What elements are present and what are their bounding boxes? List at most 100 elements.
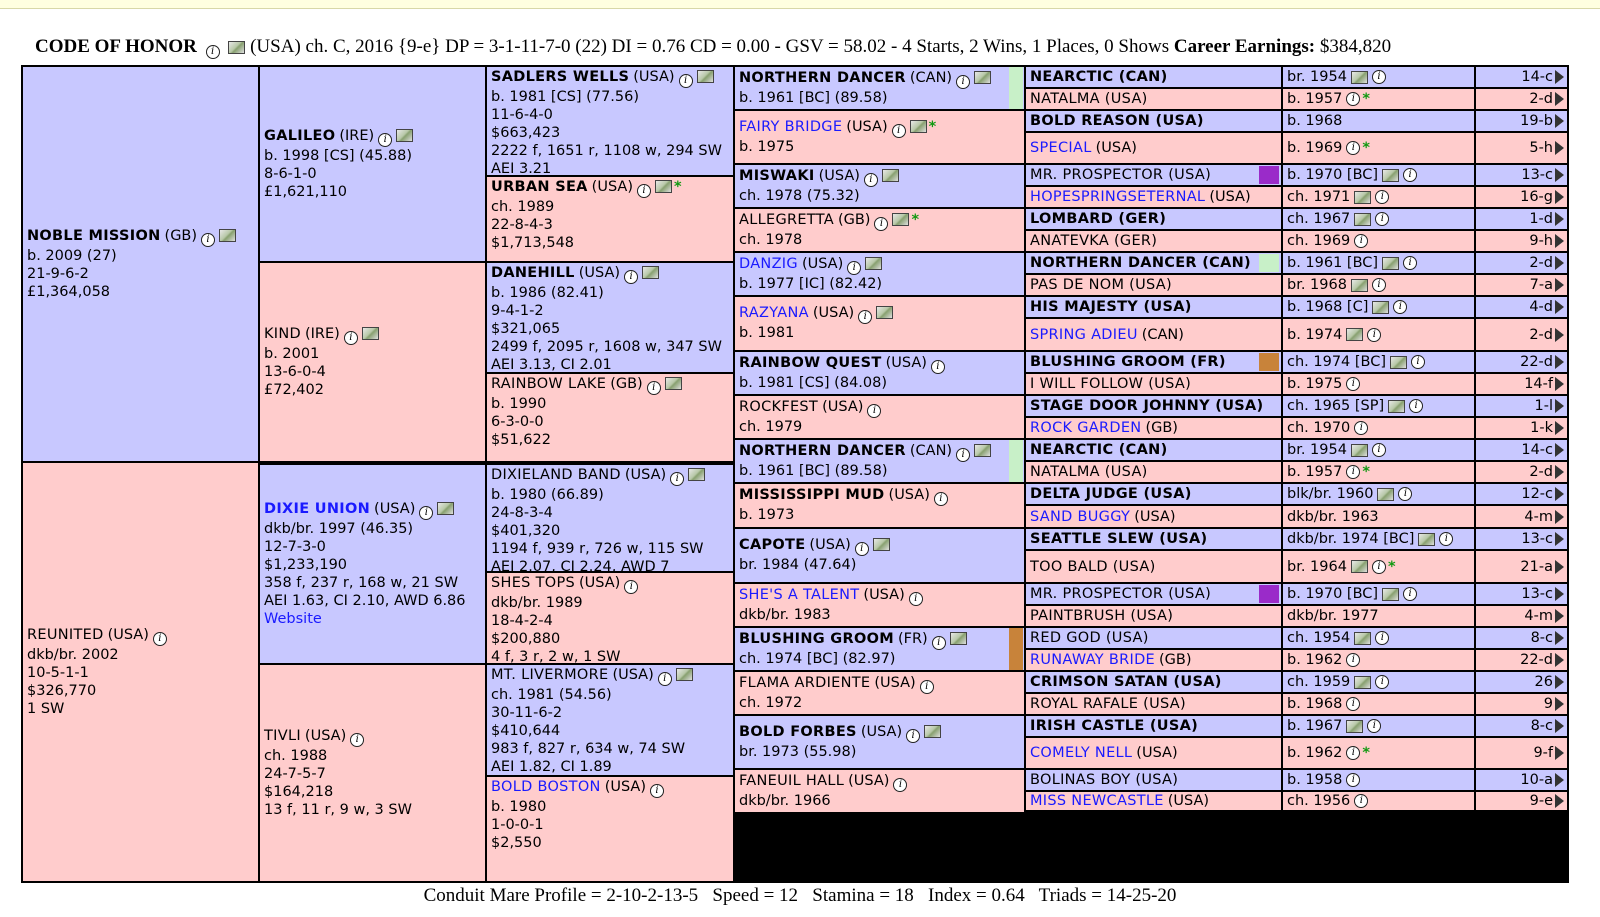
gen5-code-cell[interactable]: 8-c [1476, 628, 1567, 648]
horse-name-link[interactable]: TIVLI [264, 728, 301, 744]
ancestor-name-link[interactable]: ROYAL RAFALE (USA) [1030, 696, 1186, 712]
photo-icon[interactable] [1390, 355, 1408, 369]
photo-icon[interactable] [675, 668, 693, 681]
photo-icon[interactable] [1346, 328, 1364, 341]
horse-name-link[interactable]: FANEUIL HALL [739, 772, 845, 789]
info-icon[interactable]: i [1403, 587, 1418, 601]
horse-name-link[interactable]: REUNITED [27, 627, 104, 643]
ancestor-name-link[interactable]: HOPESPRINGSETERNAL [1030, 189, 1206, 205]
expand-arrow-icon[interactable] [1555, 719, 1564, 733]
horse-name-link[interactable]: RAZYANA [739, 305, 809, 321]
photo-icon[interactable] [655, 180, 672, 193]
horse-name-link[interactable]: MT. LIVERMORE [491, 667, 609, 683]
photo-icon[interactable] [437, 502, 455, 515]
info-icon[interactable]: i [1346, 377, 1361, 391]
gen5-code-cell[interactable]: 13-c [1476, 584, 1567, 604]
photo-icon[interactable] [1382, 168, 1400, 182]
photo-icon[interactable] [228, 41, 246, 54]
info-icon[interactable]: i [891, 123, 906, 138]
info-icon[interactable]: i [1354, 234, 1369, 248]
expand-arrow-icon[interactable] [1555, 532, 1564, 546]
info-icon[interactable]: i [670, 472, 685, 486]
gen5-code-cell[interactable]: 9 [1476, 694, 1567, 714]
photo-icon[interactable] [219, 229, 237, 242]
expand-arrow-icon[interactable] [1555, 300, 1564, 314]
expand-arrow-icon[interactable] [1555, 256, 1564, 270]
info-icon[interactable]: i [343, 331, 358, 345]
horse-name-link[interactable]: BOLD FORBES [739, 723, 857, 740]
expand-arrow-icon[interactable] [1555, 675, 1564, 689]
ancestor-name-link[interactable]: NEARCTIC (CAN) [1030, 442, 1168, 458]
expand-arrow-icon[interactable] [1555, 587, 1564, 601]
photo-icon[interactable] [1346, 719, 1364, 733]
ancestor-name-link[interactable]: BOLINAS BOY (USA) [1030, 772, 1179, 788]
photo-icon[interactable] [1382, 256, 1400, 270]
ancestor-name-link[interactable]: DELTA JUDGE (USA) [1030, 486, 1192, 502]
gen5-code-cell[interactable]: 2-d [1476, 89, 1567, 109]
info-icon[interactable]: i [1375, 190, 1390, 204]
info-icon[interactable]: i [152, 632, 167, 646]
photo-icon[interactable] [881, 168, 899, 182]
photo-icon[interactable] [1372, 300, 1390, 314]
info-icon[interactable]: i [863, 172, 878, 187]
gen5-code-cell[interactable]: 8-c [1476, 716, 1567, 736]
photo-icon[interactable] [1382, 587, 1400, 601]
info-icon[interactable]: i [1346, 653, 1361, 667]
gen5-code-cell[interactable]: 9-h [1476, 231, 1567, 251]
ancestor-name-link[interactable]: MISS NEWCASTLE [1030, 793, 1164, 809]
gen5-code-cell[interactable]: 13-c [1476, 529, 1567, 549]
expand-arrow-icon[interactable] [1555, 168, 1564, 182]
horse-name-link[interactable]: NORTHERN DANCER [739, 442, 906, 459]
info-icon[interactable]: i [205, 45, 220, 59]
gen5-code-cell[interactable]: 12-c [1476, 484, 1567, 504]
ancestor-name-link[interactable]: BOLD REASON (USA) [1030, 113, 1204, 129]
gen5-code-cell[interactable]: 1-k [1476, 418, 1567, 438]
expand-arrow-icon[interactable] [1555, 487, 1564, 501]
ancestor-name-link[interactable]: ROCK GARDEN [1030, 420, 1142, 436]
photo-icon[interactable] [949, 631, 967, 645]
photo-icon[interactable] [892, 212, 910, 226]
expand-arrow-icon[interactable] [1555, 399, 1564, 413]
ancestor-name-link[interactable]: RUNAWAY BRIDE [1030, 652, 1155, 668]
ancestor-name-link[interactable]: IRISH CASTLE (USA) [1030, 718, 1199, 734]
horse-name-link[interactable]: SHES TOPS [491, 575, 576, 591]
info-icon[interactable]: i [378, 133, 393, 147]
ancestor-name-link[interactable]: SEATTLE SLEW (USA) [1030, 531, 1208, 547]
gen5-code-cell[interactable]: 16-g [1476, 187, 1567, 207]
ancestor-name-link[interactable]: SPECIAL [1030, 140, 1092, 156]
info-icon[interactable]: i [906, 728, 921, 743]
info-icon[interactable]: i [1411, 355, 1426, 369]
info-icon[interactable]: i [419, 506, 434, 520]
ancestor-name-link[interactable]: NORTHERN DANCER (CAN) [1030, 255, 1251, 271]
horse-name-link[interactable]: MISWAKI [739, 167, 815, 184]
ancestor-name-link[interactable]: NATALMA (USA) [1030, 464, 1148, 480]
info-icon[interactable]: i [1346, 92, 1361, 106]
gen5-code-cell[interactable]: 9-f [1476, 738, 1567, 768]
info-icon[interactable]: i [637, 184, 651, 198]
expand-arrow-icon[interactable] [1555, 327, 1564, 342]
expand-arrow-icon[interactable] [1555, 609, 1564, 623]
photo-icon[interactable] [876, 306, 894, 319]
gen5-code-cell[interactable]: 5-h [1476, 133, 1567, 163]
ancestor-name-link[interactable]: NEARCTIC (CAN) [1030, 69, 1168, 85]
horse-name-link[interactable]: FAIRY BRIDGE [739, 118, 843, 135]
info-icon[interactable]: i [650, 784, 665, 798]
info-icon[interactable]: i [624, 270, 639, 284]
horse-name-link[interactable]: MISSISSIPPI MUD [739, 487, 885, 503]
photo-icon[interactable] [696, 70, 714, 83]
horse-name-link[interactable]: FLAMA ARDIENTE [739, 674, 871, 691]
info-icon[interactable]: i [931, 635, 946, 650]
ancestor-name-link[interactable]: MR. PROSPECTOR (USA) [1030, 167, 1212, 183]
horse-name-link[interactable]: URBAN SEA [491, 179, 588, 195]
ancestor-name-link[interactable]: CRIMSON SATAN (USA) [1030, 674, 1222, 690]
ancestor-name-link[interactable]: PAS DE NOM (USA) [1030, 277, 1172, 293]
gen5-code-cell[interactable]: 14-c [1476, 67, 1567, 87]
expand-arrow-icon[interactable] [1555, 443, 1564, 457]
photo-icon[interactable] [361, 327, 379, 340]
info-icon[interactable]: i [350, 733, 365, 747]
photo-icon[interactable] [1350, 278, 1368, 292]
gen5-code-cell[interactable]: 2-d [1476, 319, 1567, 350]
info-icon[interactable]: i [956, 74, 971, 89]
info-icon[interactable]: i [201, 233, 216, 247]
info-icon[interactable]: i [657, 672, 672, 686]
